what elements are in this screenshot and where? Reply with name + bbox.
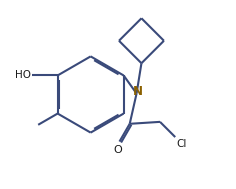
Text: Cl: Cl	[176, 139, 187, 149]
Text: HO: HO	[15, 70, 31, 81]
Text: O: O	[113, 145, 122, 155]
Text: N: N	[133, 85, 143, 98]
